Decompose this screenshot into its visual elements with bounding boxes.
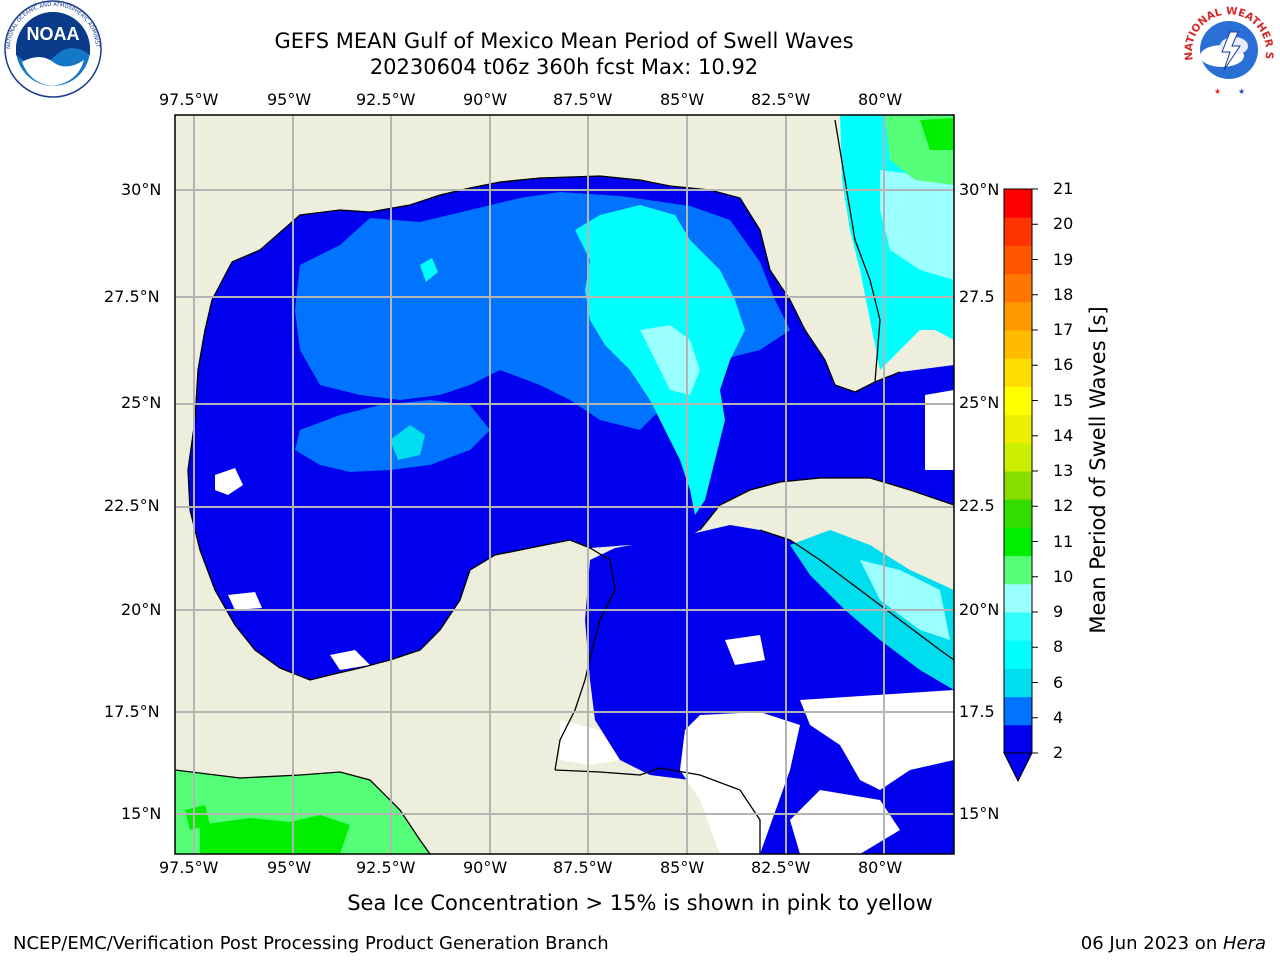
lat-label: 25°N xyxy=(121,393,162,412)
lat-label: 17.5 xyxy=(959,702,995,721)
colorbar-segment xyxy=(1004,583,1032,613)
lat-label: 30°N xyxy=(121,180,162,199)
swell-4to6-west xyxy=(295,400,490,472)
lat-label: 25°N xyxy=(959,393,1000,412)
colorbar-tick-label: 19 xyxy=(1053,249,1074,269)
colorbar-segment xyxy=(1004,612,1032,641)
lon-label: 95°W xyxy=(267,90,312,109)
map-subtitle: 20230604 t06z 360h fcst Max: 10.92 xyxy=(369,55,759,79)
lat-label: 15°N xyxy=(121,804,162,823)
footer-date: 06 Jun 2023 on Hera xyxy=(1081,933,1266,954)
map-title: GEFS MEAN Gulf of Mexico Mean Period of … xyxy=(274,29,854,53)
lat-label: 20°N xyxy=(959,600,1000,619)
lat-label: 22.5 xyxy=(959,496,995,515)
colorbar-extend-arrow xyxy=(1003,752,1033,783)
swell-8to9-patch xyxy=(640,325,700,395)
lon-label: 80°W xyxy=(858,858,903,877)
lon-label: 90°W xyxy=(463,90,508,109)
noaa-text: NOAA xyxy=(27,24,80,44)
colorbar-segment xyxy=(1004,217,1032,246)
lon-label: 85°W xyxy=(660,90,705,109)
colorbar-tick-label: 13 xyxy=(1053,461,1074,480)
lat-label: 20°N xyxy=(121,600,162,619)
svg-text:★: ★ xyxy=(1214,87,1221,96)
lat-label: 15°N xyxy=(959,804,1000,823)
colorbar-segment xyxy=(1004,471,1032,500)
colorbar-segment xyxy=(1004,527,1032,557)
colorbar-tick-label: 9 xyxy=(1053,602,1064,621)
gulf-coastline xyxy=(187,119,901,771)
lat-label: 17.5°N xyxy=(104,702,160,721)
footer-date-text: 06 Jun 2023 on xyxy=(1080,933,1223,954)
noaa-logo: NOAA NATIONAL OCEANIC AND ATMOSPHERIC AD… xyxy=(0,0,102,98)
colorbar-tick-label: 17 xyxy=(1053,320,1074,339)
colorbar-segment xyxy=(1004,696,1032,726)
colorbar-segment xyxy=(1004,555,1032,585)
colorbar-tick-label: 6 xyxy=(1053,672,1064,692)
colorbar-segment xyxy=(1004,273,1032,303)
graticule xyxy=(175,115,954,854)
colorbar-tick-label: 18 xyxy=(1053,284,1074,304)
svg-text:★: ★ xyxy=(1238,87,1245,96)
lat-label: 30°N xyxy=(959,180,1000,199)
lon-label: 82.5°W xyxy=(751,858,811,877)
colorbar-segment xyxy=(1004,640,1032,669)
lat-label: 27.5 xyxy=(959,287,995,306)
colorbar-tick-label: 11 xyxy=(1053,531,1074,551)
colorbar-segment xyxy=(1004,724,1032,754)
colorbar-segment xyxy=(1004,301,1032,331)
lon-label: 87.5°W xyxy=(553,90,613,109)
lon-label: 92.5°W xyxy=(356,90,416,109)
map-frame xyxy=(174,114,955,855)
lon-label: 90°W xyxy=(463,858,508,877)
lon-label: 85°W xyxy=(660,858,705,877)
nws-logo: NATIONAL WEATHER SERVICE ★ ★ xyxy=(1172,0,1275,96)
footer-credit: NCEP/EMC/Verification Post Processing Pr… xyxy=(13,933,609,954)
colorbar-tick-label: 10 xyxy=(1053,566,1074,586)
sea-ice-note: Sea Ice Concentration > 15% is shown in … xyxy=(347,891,933,915)
colorbar xyxy=(1003,188,1038,783)
colorbar-segment xyxy=(1004,330,1032,359)
colorbar-segment xyxy=(1004,386,1032,416)
colorbar-segment xyxy=(1004,245,1032,275)
colorbar-tick-label: 14 xyxy=(1053,425,1074,445)
colorbar-segment xyxy=(1004,499,1032,528)
colorbar-title: Mean Period of Swell Waves [s] xyxy=(1086,306,1110,634)
lon-label: 97.5°W xyxy=(159,858,219,877)
lat-label: 27.5°N xyxy=(104,287,160,306)
lon-label: 82.5°W xyxy=(751,90,811,109)
lon-label: 87.5°W xyxy=(553,858,613,877)
colorbar-tick-label: 8 xyxy=(1053,637,1064,657)
colorbar-segment xyxy=(1004,414,1032,444)
colorbar-segment xyxy=(1004,442,1032,472)
colorbar-tick-label: 16 xyxy=(1053,355,1074,375)
colorbar-segment xyxy=(1004,358,1032,387)
colorbar-tick-label: 21 xyxy=(1053,179,1074,198)
lon-label: 95°W xyxy=(267,858,312,877)
footer-host: Hera xyxy=(1222,933,1266,954)
lon-label: 97.5°W xyxy=(159,90,219,109)
colorbar-segment xyxy=(1004,668,1032,698)
colorbar-segment xyxy=(1004,189,1032,218)
colorbar-tick-label: 15 xyxy=(1053,390,1074,410)
cuba-coastline xyxy=(699,477,954,661)
lon-label: 92.5°W xyxy=(356,858,416,877)
colorbar-tick-label: 20 xyxy=(1053,214,1074,234)
lon-label: 80°W xyxy=(858,90,903,109)
colorbar-tick-label: 12 xyxy=(1053,496,1074,516)
lat-label: 22.5°N xyxy=(104,496,160,515)
colorbar-tick-label: 4 xyxy=(1053,707,1064,727)
colorbar-tick-label: 2 xyxy=(1053,743,1064,762)
